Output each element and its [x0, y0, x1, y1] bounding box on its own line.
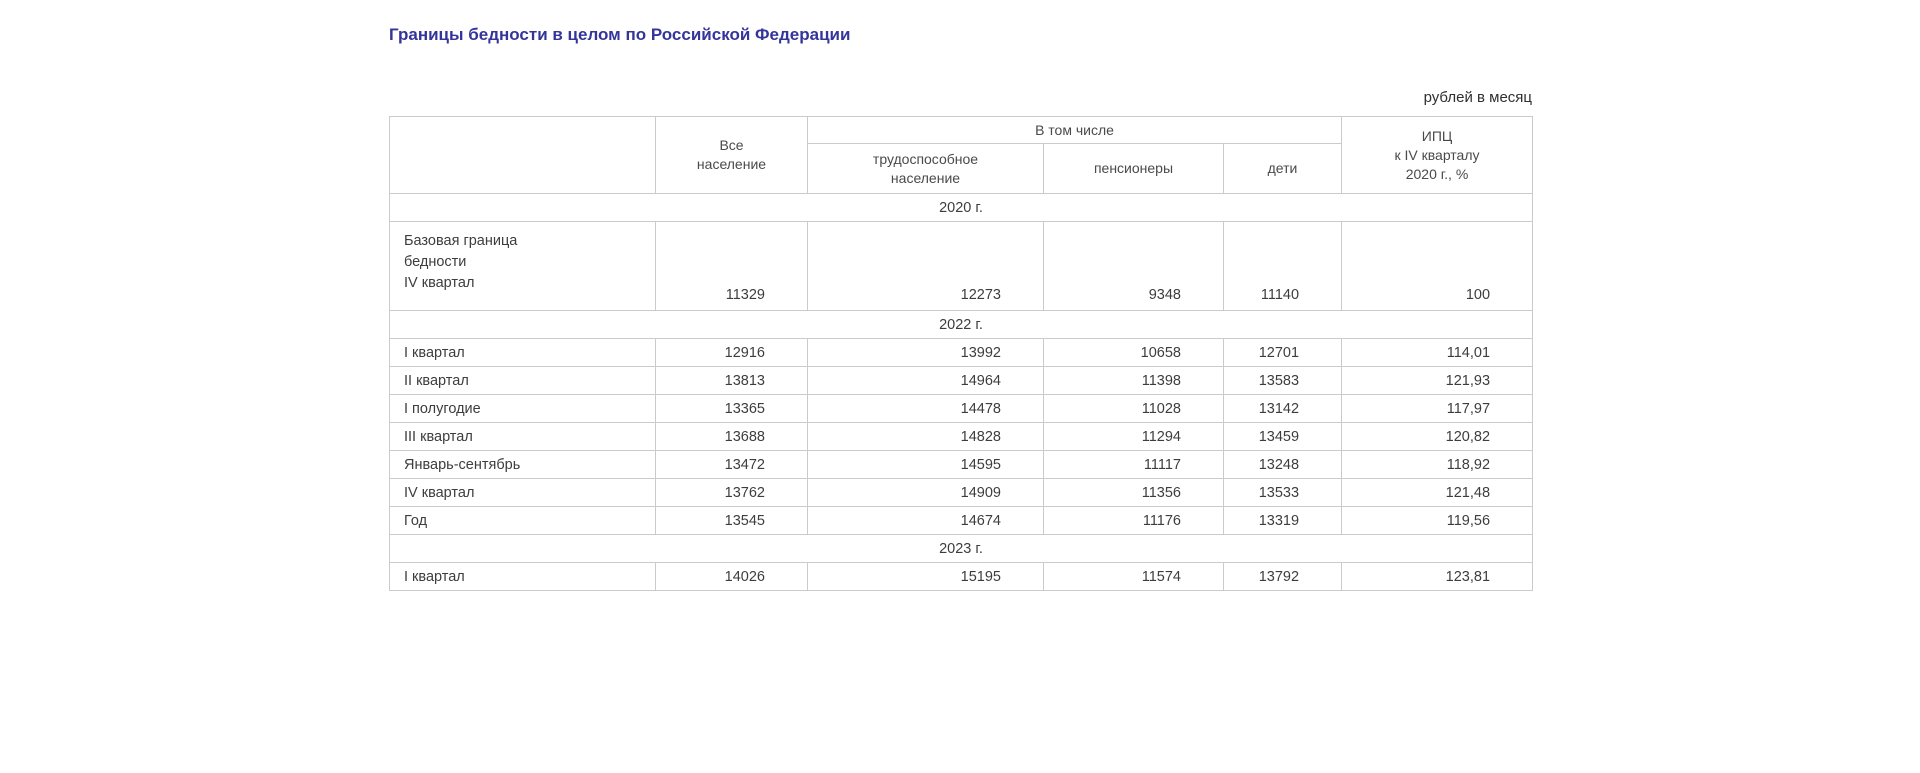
row-label: IV квартал — [389, 478, 656, 507]
cell-children: 13319 — [1222, 506, 1343, 535]
cell-pensioners: 11176 — [1043, 506, 1224, 535]
cell-pensioners: 11117 — [1043, 450, 1224, 479]
cell-all-population: 13545 — [655, 506, 808, 535]
cell-all-population: 11329 — [655, 221, 808, 311]
row-label: I квартал — [389, 562, 656, 591]
cell-all-population: 13688 — [655, 422, 808, 451]
table-row-year-2022: Год 13545 14674 11176 13319 119,56 — [389, 506, 1534, 535]
row-label: I полугодие — [389, 394, 656, 423]
table-row-jan-sep-2022: Январь-сентябрь 13472 14595 11117 13248 … — [389, 450, 1534, 479]
section-title-2022: 2022 г. — [388, 310, 1534, 339]
cell-pensioners: 11574 — [1043, 562, 1224, 591]
row-label: Январь-сентябрь — [389, 450, 656, 479]
cell-children: 13142 — [1222, 394, 1343, 423]
row-label: Год — [389, 506, 656, 535]
header-row-1: Все население В том числе ИПЦ к IV кварт… — [389, 116, 1534, 194]
section-title-2023: 2023 г. — [388, 534, 1534, 563]
header-including: В том числе — [806, 116, 1343, 144]
cell-all-population: 12916 — [655, 338, 808, 367]
page-content: Границы бедности в целом по Российской Ф… — [388, 0, 1534, 591]
cell-children: 11140 — [1222, 221, 1343, 311]
header-corner-cell — [389, 116, 656, 194]
cell-cpi: 119,56 — [1341, 506, 1534, 535]
row-label: II квартал — [389, 366, 656, 395]
cell-cpi: 120,82 — [1341, 422, 1534, 451]
section-row-2022: 2022 г. — [388, 310, 1534, 339]
cell-children: 13533 — [1222, 478, 1343, 507]
cell-cpi: 123,81 — [1341, 562, 1534, 591]
cell-all-population: 14026 — [655, 562, 808, 591]
cell-working-age: 14828 — [807, 422, 1044, 451]
cell-all-population: 13472 — [655, 450, 808, 479]
cell-children: 13583 — [1222, 366, 1343, 395]
page-title: Границы бедности в целом по Российской Ф… — [389, 25, 851, 44]
cell-working-age: 15195 — [807, 562, 1044, 591]
table-row-q1-2022: I квартал 12916 13992 10658 12701 114,01 — [389, 338, 1534, 367]
cell-children: 12701 — [1222, 338, 1343, 367]
cell-working-age: 13992 — [807, 338, 1044, 367]
row-label: I квартал — [389, 338, 656, 367]
cell-pensioners: 10658 — [1043, 338, 1224, 367]
cell-children: 13792 — [1222, 562, 1343, 591]
cell-children: 13459 — [1222, 422, 1343, 451]
cell-cpi: 117,97 — [1341, 394, 1534, 423]
cell-pensioners: 11356 — [1043, 478, 1224, 507]
header-all-population: Все население — [655, 116, 808, 194]
cell-children: 13248 — [1222, 450, 1343, 479]
table-header: Все население В том числе ИПЦ к IV кварт… — [389, 116, 1534, 194]
cell-pensioners: 9348 — [1043, 221, 1224, 311]
poverty-lines-table: Все население В том числе ИПЦ к IV кварт… — [388, 116, 1534, 591]
header-working-age: трудоспособное население — [807, 143, 1044, 194]
header-children: дети — [1222, 143, 1343, 194]
header-cpi: ИПЦ к IV кварталу 2020 г., % — [1341, 116, 1534, 194]
cell-working-age: 14478 — [807, 394, 1044, 423]
section-title-2020: 2020 г. — [388, 193, 1534, 222]
cell-pensioners: 11398 — [1043, 366, 1224, 395]
cell-all-population: 13762 — [655, 478, 808, 507]
cell-all-population: 13365 — [655, 394, 808, 423]
cell-pensioners: 11294 — [1043, 422, 1224, 451]
cell-working-age: 14674 — [807, 506, 1044, 535]
cell-cpi: 121,48 — [1341, 478, 1534, 507]
row-label: Базовая граница бедности IV квартал — [389, 221, 656, 311]
unit-note: рублей в месяц — [1423, 89, 1532, 106]
cell-cpi: 118,92 — [1341, 450, 1534, 479]
cell-cpi: 114,01 — [1341, 338, 1534, 367]
cell-all-population: 13813 — [655, 366, 808, 395]
cell-cpi: 100 — [1341, 221, 1534, 311]
section-row-2020: 2020 г. — [388, 193, 1534, 222]
table-row-q3-2022: III квартал 13688 14828 11294 13459 120,… — [389, 422, 1534, 451]
header-pensioners: пенсионеры — [1043, 143, 1224, 194]
header-row-2: трудоспособное население пенсионеры дети — [390, 143, 1533, 194]
cell-pensioners: 11028 — [1043, 394, 1224, 423]
cell-working-age: 12273 — [807, 221, 1044, 311]
cell-working-age: 14595 — [807, 450, 1044, 479]
section-row-2023: 2023 г. — [388, 534, 1534, 563]
table-row-q1-2023: I квартал 14026 15195 11574 13792 123,81 — [389, 562, 1534, 591]
cell-working-age: 14964 — [807, 366, 1044, 395]
table-body: 2020 г. Базовая граница бедности IV квар… — [388, 193, 1534, 591]
table-row-q4-2022: IV квартал 13762 14909 11356 13533 121,4… — [389, 478, 1534, 507]
table-row-base-poverty-line: Базовая граница бедности IV квартал 1132… — [389, 221, 1534, 311]
cell-working-age: 14909 — [807, 478, 1044, 507]
row-label: III квартал — [389, 422, 656, 451]
table-row-h1-2022: I полугодие 13365 14478 11028 13142 117,… — [389, 394, 1534, 423]
cell-cpi: 121,93 — [1341, 366, 1534, 395]
table-row-q2-2022: II квартал 13813 14964 11398 13583 121,9… — [389, 366, 1534, 395]
